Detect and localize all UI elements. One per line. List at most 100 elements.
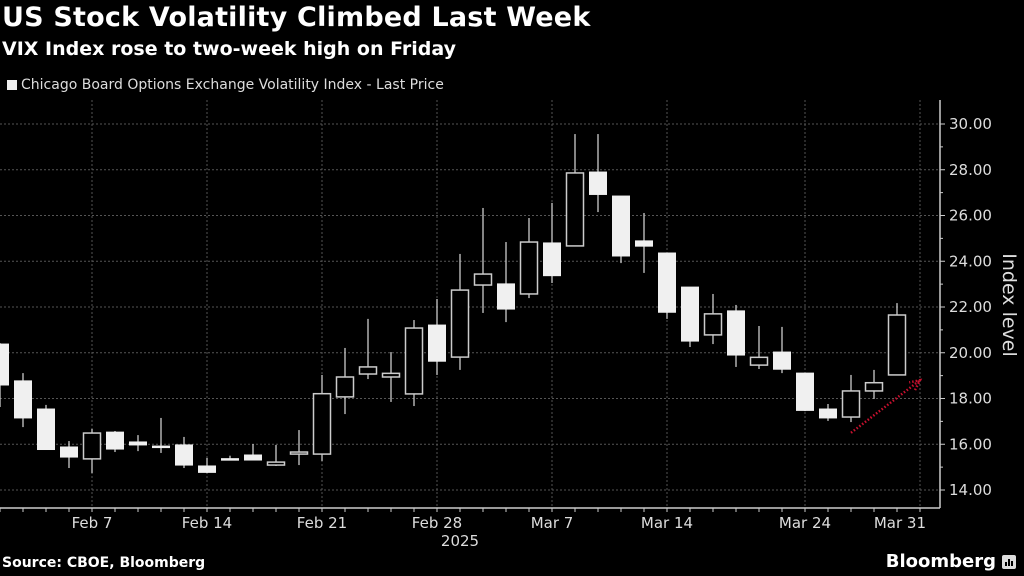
candle-body-down xyxy=(198,465,216,473)
candle-body-down xyxy=(37,408,55,451)
candle-body-up xyxy=(266,461,286,466)
candle-body-up xyxy=(289,451,309,455)
candle-body-down xyxy=(106,431,124,450)
annotations xyxy=(850,378,923,434)
candle-body-down xyxy=(60,446,78,458)
candle xyxy=(358,318,378,380)
candle xyxy=(819,403,837,421)
candle xyxy=(428,298,446,375)
x-tick-label: Mar 14 xyxy=(641,514,693,532)
source-note: Source: CBOE, Bloomberg xyxy=(2,555,206,571)
candle xyxy=(658,252,676,319)
y-tick-label: 30.00 xyxy=(949,115,992,133)
x-axis-year-label: 2025 xyxy=(441,532,479,550)
bloomberg-chart-icon xyxy=(1002,554,1016,569)
candle xyxy=(497,242,515,323)
grid xyxy=(0,100,940,508)
legend-label: Chicago Board Options Exchange Volatilit… xyxy=(21,77,444,93)
candle-body-down xyxy=(681,286,699,342)
y-tick-label: 18.00 xyxy=(949,390,992,408)
chart-title: US Stock Volatility Climbed Last Week xyxy=(2,2,591,33)
candle-body-down xyxy=(727,310,745,356)
candle xyxy=(129,435,147,452)
candle xyxy=(175,436,193,469)
candle xyxy=(612,195,630,264)
y-tick-label: 20.00 xyxy=(949,344,992,362)
candle-body-down xyxy=(175,444,193,466)
candle xyxy=(519,218,539,299)
x-tick-label: Feb 21 xyxy=(297,514,347,532)
candle xyxy=(152,417,170,453)
candle xyxy=(198,457,216,474)
candle-body-down xyxy=(543,242,561,277)
candle xyxy=(864,369,884,399)
candle-body-up xyxy=(335,376,355,398)
candle xyxy=(473,207,493,313)
candle-body-down xyxy=(497,283,515,310)
candle-body-up xyxy=(312,392,332,455)
y-axis-label: Index level xyxy=(998,253,1020,357)
candle xyxy=(681,286,699,348)
brand-name: Bloomberg xyxy=(885,551,996,572)
bloomberg-logo: Bloomberg xyxy=(886,551,1016,572)
candle-body-down xyxy=(612,195,630,257)
candle-body-up xyxy=(358,366,378,375)
y-tick-label: 28.00 xyxy=(949,161,992,179)
candle xyxy=(887,303,907,376)
legend-swatch xyxy=(7,80,17,90)
legend: Chicago Board Options Exchange Volatilit… xyxy=(7,77,444,93)
candle-body-down xyxy=(152,445,170,449)
candle-body-up xyxy=(565,172,585,247)
x-tick-label: Mar 7 xyxy=(531,514,574,532)
candle-body-down xyxy=(773,351,791,370)
candle-body-up xyxy=(404,327,424,395)
candle xyxy=(244,444,262,461)
candle-body-up xyxy=(703,313,723,336)
candle xyxy=(404,320,424,407)
candle-body-down xyxy=(658,252,676,313)
candle xyxy=(543,202,561,283)
candle-body-up xyxy=(381,372,401,378)
axes: 14.00 16.00 18.00 20.00 22.00 24.00 26.00 28.00… xyxy=(0,100,992,532)
candle-body-down xyxy=(14,380,32,419)
candle-body-down xyxy=(244,454,262,461)
candle-body-down xyxy=(589,171,607,195)
x-tick-label: Feb 28 xyxy=(412,514,462,532)
candle-body-down xyxy=(796,372,814,411)
candle xyxy=(14,373,32,428)
candle-body-down xyxy=(0,343,9,386)
candle-body-down xyxy=(428,324,446,362)
candle xyxy=(221,455,239,461)
candle xyxy=(266,444,286,466)
candle xyxy=(749,325,769,369)
x-tick-label: Mar 31 xyxy=(874,514,926,532)
candle xyxy=(106,430,124,453)
candle-body-down xyxy=(635,240,653,247)
x-tick-label: Feb 7 xyxy=(72,514,113,532)
candle xyxy=(450,253,470,370)
candle xyxy=(0,343,9,407)
candle xyxy=(635,212,653,273)
candle xyxy=(60,441,78,469)
candle xyxy=(381,352,401,402)
candle xyxy=(773,326,791,374)
y-tick-label: 14.00 xyxy=(949,481,992,499)
y-tick-label: 16.00 xyxy=(949,435,992,453)
candle xyxy=(841,374,861,423)
candle xyxy=(335,347,355,415)
candle xyxy=(37,404,55,451)
candle-body-up xyxy=(887,314,907,376)
trend-arrow-line xyxy=(850,379,921,434)
candle xyxy=(703,293,723,345)
x-tick-label: Feb 14 xyxy=(182,514,232,532)
candle xyxy=(82,428,102,474)
candle-body-down xyxy=(129,441,147,446)
y-tick-label: 24.00 xyxy=(949,252,992,270)
candle xyxy=(796,372,814,412)
candle xyxy=(589,134,607,213)
candle-body-up xyxy=(864,381,884,392)
candle xyxy=(727,304,745,367)
y-tick-label: 22.00 xyxy=(949,298,992,316)
candle-body-up xyxy=(749,356,769,366)
